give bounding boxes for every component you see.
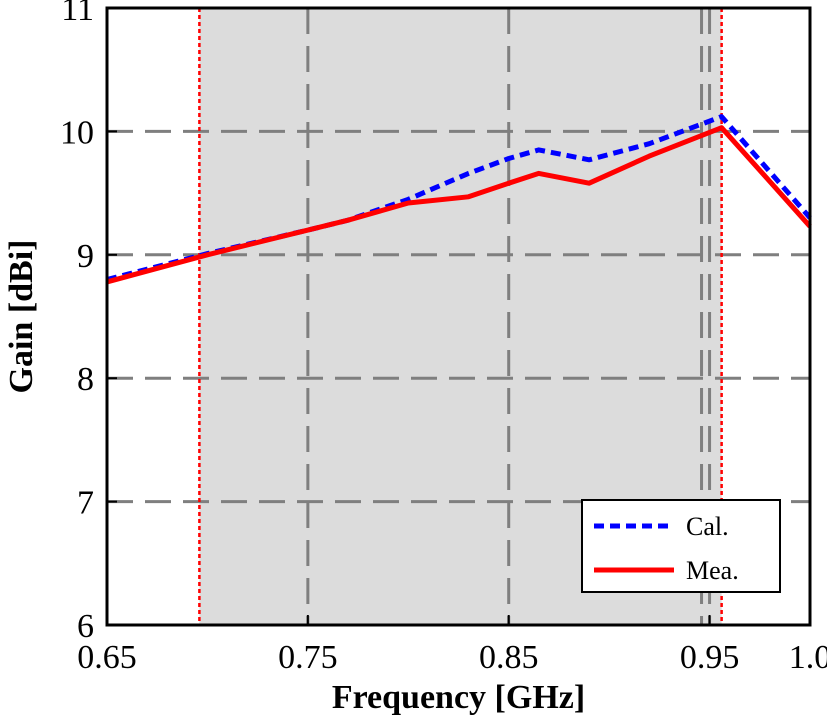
series-line-mea <box>106 125 812 285</box>
axis-labels: 0.65 0.75 0.85 0.95 1.0 6 7 8 9 10 11 <box>60 0 827 676</box>
x-tick-label: 0.75 <box>278 639 338 676</box>
x-axis-title: Frequency [GHz] <box>332 679 585 716</box>
y-tick-label: 7 <box>77 485 94 522</box>
series-line-cal <box>106 114 812 282</box>
legend-label: Cal. <box>686 512 729 541</box>
y-tick-label: 8 <box>77 361 94 398</box>
legend: Cal. Mea. <box>581 499 781 593</box>
x-tick-label: 0.65 <box>77 639 137 676</box>
y-tick-label: 6 <box>77 608 94 645</box>
x-tick-label: 0.95 <box>680 639 740 676</box>
x-tick-label: 0.85 <box>479 639 539 676</box>
x-tick-label: 1.0 <box>789 639 827 676</box>
legend-box <box>581 499 781 593</box>
y-tick-label: 10 <box>60 114 94 151</box>
y-tick-label: 11 <box>61 0 94 28</box>
y-tick-label: 9 <box>77 238 94 275</box>
y-axis-title: Gain [dBi] <box>3 240 40 394</box>
plot-frame <box>105 6 812 627</box>
legend-label: Mea. <box>686 556 739 585</box>
